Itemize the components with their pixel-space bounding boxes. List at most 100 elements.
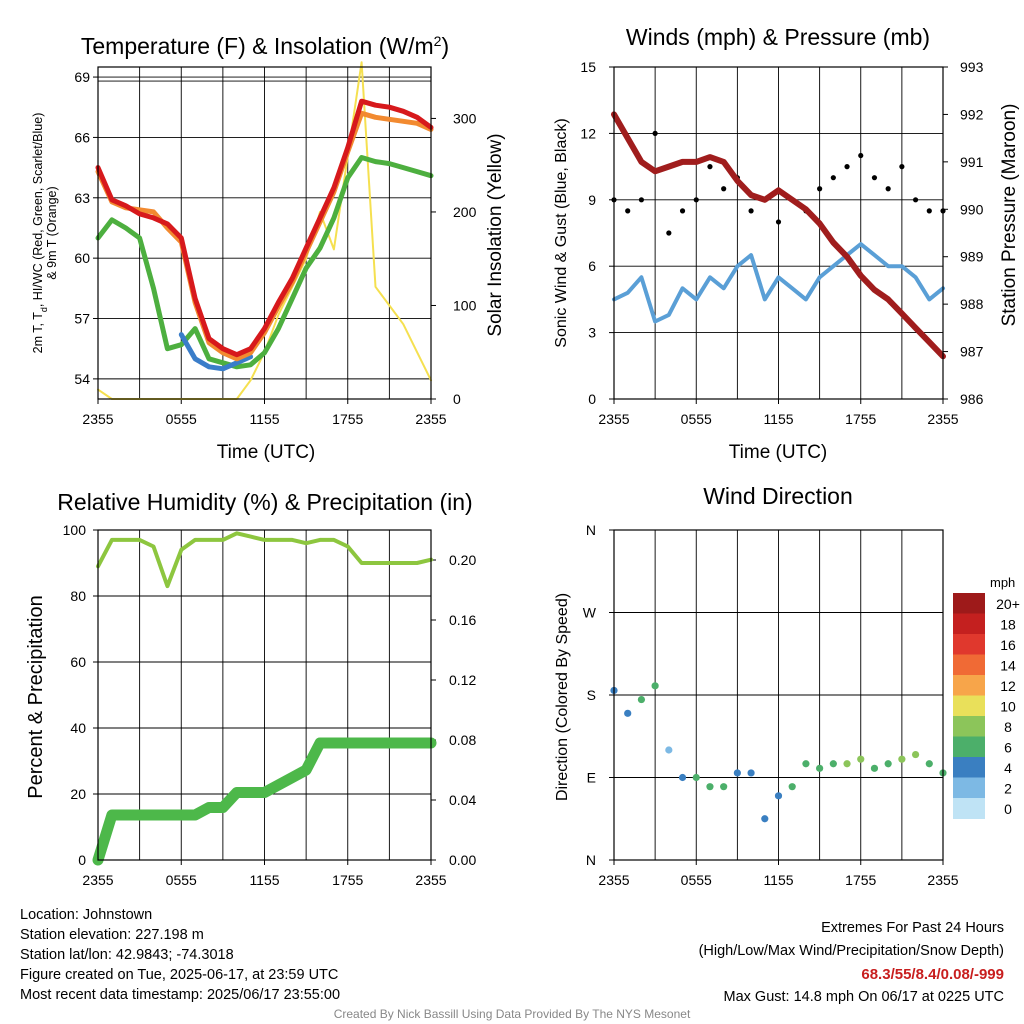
y-axis-label: Sonic Wind & Gust (Blue, Black) xyxy=(553,118,570,347)
x-tick-label: 2355 xyxy=(415,411,446,427)
direction-point xyxy=(802,760,810,768)
y2-axis-label: Solar Insolation (Yellow) xyxy=(485,133,506,336)
legend-title: mph xyxy=(990,575,1015,590)
y-tick-label: 69 xyxy=(74,69,90,85)
direction-point xyxy=(637,695,646,704)
legend-label: 20+ xyxy=(996,596,1020,612)
legend-label: 10 xyxy=(1000,699,1016,715)
humidity-line xyxy=(96,531,433,589)
y2-tick-label: 300 xyxy=(453,110,477,126)
y2-tick-label: 0 xyxy=(453,391,461,407)
precipitation-line xyxy=(92,737,437,866)
y2-tick-label: 991 xyxy=(960,154,984,170)
x-axis-label: Time (UTC) xyxy=(217,442,316,463)
gust-point xyxy=(858,152,864,159)
y-tick-label: 60 xyxy=(70,654,86,670)
gust-point xyxy=(666,230,672,236)
y-tick-label: N xyxy=(586,852,596,868)
direction-point xyxy=(870,764,879,772)
max-gust: Max Gust: 14.8 mph On 06/17 at 0225 UTC xyxy=(723,989,1004,1005)
legend-label: 0 xyxy=(1004,801,1012,817)
winds-panel: 0 3 6 9 12 15 986 987 988 989 990 991 992 993 2355 0555… xyxy=(553,24,1020,463)
y2-tick-label: 0.20 xyxy=(449,552,476,568)
direction-point xyxy=(733,769,741,777)
extremes-subtitle: (High/Low/Max Wind/Precipitation/Snow De… xyxy=(698,943,1004,959)
direction-point xyxy=(857,755,865,763)
y2-tick-label: 989 xyxy=(960,249,984,265)
y-tick-label: 80 xyxy=(70,588,86,604)
gust-point xyxy=(721,186,727,192)
y2-tick-label: 0.04 xyxy=(449,792,476,808)
y-axis-label-line2: & 9m T (Orange) xyxy=(45,186,59,279)
gust-point xyxy=(912,197,919,203)
x-tick-label: 2355 xyxy=(415,872,446,888)
legend-swatch xyxy=(953,777,985,799)
y2-tick-label: 986 xyxy=(960,391,984,407)
legend-swatch xyxy=(953,757,985,778)
direction-point xyxy=(816,764,824,772)
y2-tick-label: 992 xyxy=(960,106,984,122)
legend-label: 8 xyxy=(1004,719,1012,735)
y-tick-label: 66 xyxy=(74,129,90,145)
plot-frame xyxy=(613,66,944,400)
plot-frame xyxy=(97,529,432,861)
direction-point xyxy=(843,760,851,768)
x-tick-label: 1155 xyxy=(763,872,793,888)
legend-label: 2 xyxy=(1004,781,1012,797)
footer-elevation: Station elevation: 227.198 m xyxy=(20,927,204,943)
gust-point xyxy=(899,164,905,170)
direction-point xyxy=(624,709,632,717)
y2-tick-label: 987 xyxy=(960,344,984,360)
legend-swatch xyxy=(953,695,985,717)
y2-tick-label: 0.12 xyxy=(449,672,476,688)
dewpoint-line xyxy=(95,155,434,370)
gust-point xyxy=(679,208,686,214)
x-tick-label: 1155 xyxy=(249,872,279,888)
x-tick-label: 1155 xyxy=(249,411,279,427)
x-tick-label: 1755 xyxy=(332,872,363,888)
y-tick-label: S xyxy=(587,687,596,703)
gust-point xyxy=(844,164,850,170)
y-axis-label: 2m T, Td, HI/WC (Red, Green, Scarlet/Blu… xyxy=(31,113,49,354)
y-tick-label: 12 xyxy=(580,125,596,141)
gust-point xyxy=(638,197,645,203)
legend-swatch xyxy=(953,798,985,819)
gust-point xyxy=(625,208,631,214)
y2-tick-label: 0.00 xyxy=(449,852,476,868)
y-tick-label: 6 xyxy=(588,258,596,274)
y-tick-label: W xyxy=(583,605,597,621)
y-axis-label: Direction (Colored By Speed) xyxy=(554,593,571,801)
legend-swatch xyxy=(953,654,985,676)
panel-title: Temperature (F) & Insolation (W/m2) xyxy=(81,33,449,59)
direction-point xyxy=(747,769,755,777)
y-tick-label: 57 xyxy=(74,311,90,327)
y-tick-label: N xyxy=(586,522,596,538)
y2-tick-label: 0.16 xyxy=(449,612,476,628)
y-tick-label: 100 xyxy=(63,522,87,538)
direction-point xyxy=(788,783,796,791)
x-tick-label: 1155 xyxy=(763,411,793,427)
footer-latlon: Station lat/lon: 42.9843; -74.3018 xyxy=(20,947,234,963)
gust-point xyxy=(871,175,878,181)
direction-point xyxy=(678,773,687,782)
y2-axis-label: Station Pressure (Maroon) xyxy=(999,104,1020,327)
legend-label: 14 xyxy=(1000,658,1016,674)
y2-tick-label: 993 xyxy=(960,59,984,75)
y-tick-label: E xyxy=(587,770,596,786)
gust-point xyxy=(693,197,699,203)
x-tick-label: 2355 xyxy=(598,872,629,888)
plot-frame xyxy=(613,529,944,861)
y-tick-label: 20 xyxy=(70,786,86,802)
x-tick-label: 1755 xyxy=(332,411,363,427)
y-tick-label: 0 xyxy=(588,391,596,407)
footer-location: Location: Johnstown xyxy=(20,907,153,923)
y2-tick-label: 100 xyxy=(453,297,477,313)
x-tick-label: 2355 xyxy=(598,411,629,427)
legend-swatch xyxy=(953,593,985,614)
legend-label: 6 xyxy=(1004,740,1012,756)
legend-swatch xyxy=(953,613,985,635)
direction-point xyxy=(911,750,920,759)
gust-point xyxy=(748,208,754,214)
y2-tick-label: 988 xyxy=(960,296,984,312)
